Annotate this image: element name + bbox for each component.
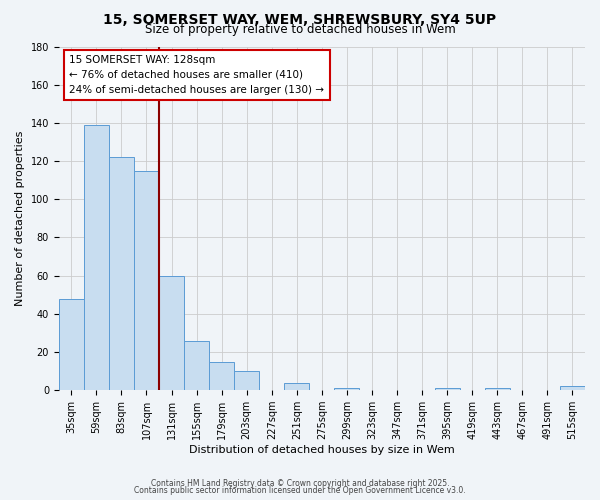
Bar bbox=[159, 276, 184, 390]
Bar bbox=[434, 388, 460, 390]
Text: Contains public sector information licensed under the Open Government Licence v3: Contains public sector information licen… bbox=[134, 486, 466, 495]
Y-axis label: Number of detached properties: Number of detached properties bbox=[15, 130, 25, 306]
Text: 15, SOMERSET WAY, WEM, SHREWSBURY, SY4 5UP: 15, SOMERSET WAY, WEM, SHREWSBURY, SY4 5… bbox=[103, 12, 497, 26]
Bar bbox=[284, 382, 310, 390]
Bar bbox=[560, 386, 585, 390]
Text: Size of property relative to detached houses in Wem: Size of property relative to detached ho… bbox=[145, 22, 455, 36]
Bar bbox=[134, 170, 159, 390]
Text: Contains HM Land Registry data © Crown copyright and database right 2025.: Contains HM Land Registry data © Crown c… bbox=[151, 478, 449, 488]
Bar bbox=[84, 125, 109, 390]
Bar bbox=[184, 340, 209, 390]
X-axis label: Distribution of detached houses by size in Wem: Distribution of detached houses by size … bbox=[189, 445, 455, 455]
Bar bbox=[209, 362, 234, 390]
Bar bbox=[234, 371, 259, 390]
Bar bbox=[109, 158, 134, 390]
Bar bbox=[59, 298, 84, 390]
Bar bbox=[485, 388, 510, 390]
Text: 15 SOMERSET WAY: 128sqm
← 76% of detached houses are smaller (410)
24% of semi-d: 15 SOMERSET WAY: 128sqm ← 76% of detache… bbox=[70, 55, 325, 94]
Bar bbox=[334, 388, 359, 390]
